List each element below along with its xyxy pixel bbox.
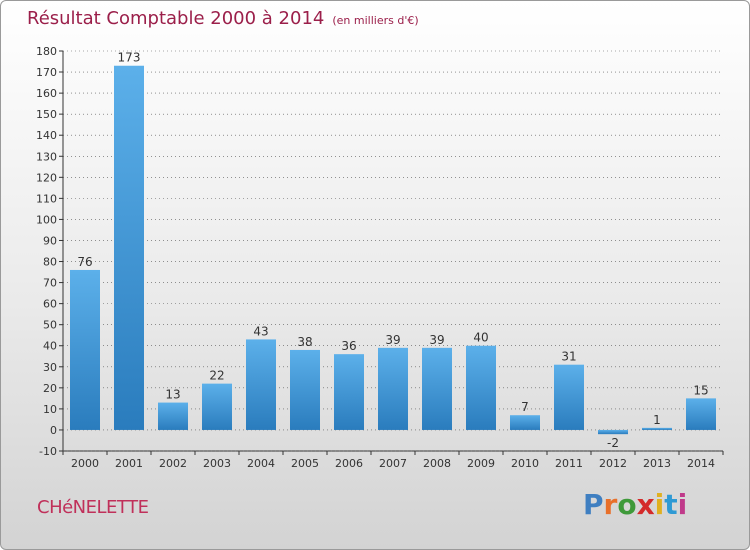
y-tick-label: 0 xyxy=(50,424,57,437)
proxiti-logo: Proxiti xyxy=(583,488,687,521)
value-label-2003: 22 xyxy=(209,369,224,383)
bar-2007 xyxy=(378,347,408,430)
y-tick-label: 50 xyxy=(43,319,57,332)
y-tick-label: 130 xyxy=(36,150,57,163)
x-tick-label-2009: 2009 xyxy=(467,457,495,470)
value-label-2012: -2 xyxy=(607,436,619,450)
y-tick-label: 90 xyxy=(43,234,57,247)
value-label-2006: 36 xyxy=(341,339,356,353)
logo-letter: r xyxy=(603,488,618,521)
y-tick-label: 120 xyxy=(36,171,57,184)
bar-2008 xyxy=(422,347,452,430)
x-tick-label-2007: 2007 xyxy=(379,457,407,470)
bar-2014 xyxy=(686,398,716,430)
x-tick-label-2008: 2008 xyxy=(423,457,451,470)
x-tick-label-2000: 2000 xyxy=(71,457,99,470)
x-tick-label-2002: 2002 xyxy=(159,457,187,470)
y-tick-label: 180 xyxy=(36,45,57,58)
value-label-2011: 31 xyxy=(561,350,576,364)
y-tick-label: 60 xyxy=(43,298,57,311)
bar-2004 xyxy=(246,339,276,430)
x-tick-label-2013: 2013 xyxy=(643,457,671,470)
x-tick-label-2014: 2014 xyxy=(687,457,715,470)
bar-2010 xyxy=(510,415,540,430)
bar-2013 xyxy=(642,427,672,430)
x-tick-label-2001: 2001 xyxy=(115,457,143,470)
value-label-2013: 1 xyxy=(653,413,661,427)
y-tick-label: 20 xyxy=(43,382,57,395)
value-label-2014: 15 xyxy=(693,383,708,397)
logo-letter: i xyxy=(654,488,665,521)
value-label-2001: 173 xyxy=(118,51,141,65)
x-tick-label-2010: 2010 xyxy=(511,457,539,470)
value-label-2008: 39 xyxy=(429,333,444,347)
logo-letter: i xyxy=(677,488,688,521)
bar-2006 xyxy=(334,354,364,430)
y-tick-label: 80 xyxy=(43,256,57,269)
value-label-2002: 13 xyxy=(165,388,180,402)
y-tick-label: -10 xyxy=(39,445,57,458)
bar-2009 xyxy=(466,345,496,430)
bar-2002 xyxy=(158,402,188,430)
logo-letter: P xyxy=(583,488,604,521)
value-label-2004: 43 xyxy=(253,324,268,338)
bar-2000 xyxy=(70,269,100,430)
y-tick-label: 30 xyxy=(43,361,57,374)
y-tick-label: 40 xyxy=(43,340,57,353)
value-label-2005: 38 xyxy=(297,335,312,349)
bar-2001 xyxy=(114,65,144,430)
bar-2003 xyxy=(202,383,232,430)
y-tick-label: 100 xyxy=(36,213,57,226)
logo-letter: x xyxy=(636,488,655,521)
x-tick-label-2003: 2003 xyxy=(203,457,231,470)
bar-2005 xyxy=(290,349,320,430)
x-tick-label-2011: 2011 xyxy=(555,457,583,470)
y-tick-label: 170 xyxy=(36,66,57,79)
chart-title: Résultat Comptable 2000 à 2014 (en millie… xyxy=(27,8,419,29)
x-tick-label-2005: 2005 xyxy=(291,457,319,470)
chart-subtitle: (en milliers d'€) xyxy=(332,14,419,27)
y-tick-label: 150 xyxy=(36,108,57,121)
value-label-2009: 40 xyxy=(473,331,488,345)
logo-letter: t xyxy=(664,488,678,521)
y-tick-label: 140 xyxy=(36,129,57,142)
value-label-2000: 76 xyxy=(77,255,92,269)
y-tick-label: 10 xyxy=(43,403,57,416)
chart-title-text: Résultat Comptable 2000 à 2014 xyxy=(27,8,325,29)
x-tick-label-2004: 2004 xyxy=(247,457,275,470)
bar-2012 xyxy=(598,429,628,435)
y-tick-label: 160 xyxy=(36,87,57,100)
x-tick-label-2006: 2006 xyxy=(335,457,363,470)
x-tick-label-2012: 2012 xyxy=(599,457,627,470)
value-label-2007: 39 xyxy=(385,333,400,347)
value-label-2010: 7 xyxy=(521,400,529,414)
y-tick-label: 70 xyxy=(43,277,57,290)
commune-name: CHéNELETTE xyxy=(37,497,149,518)
bar-2011 xyxy=(554,364,584,430)
logo-letter: o xyxy=(617,488,637,521)
y-tick-label: 110 xyxy=(36,192,57,205)
